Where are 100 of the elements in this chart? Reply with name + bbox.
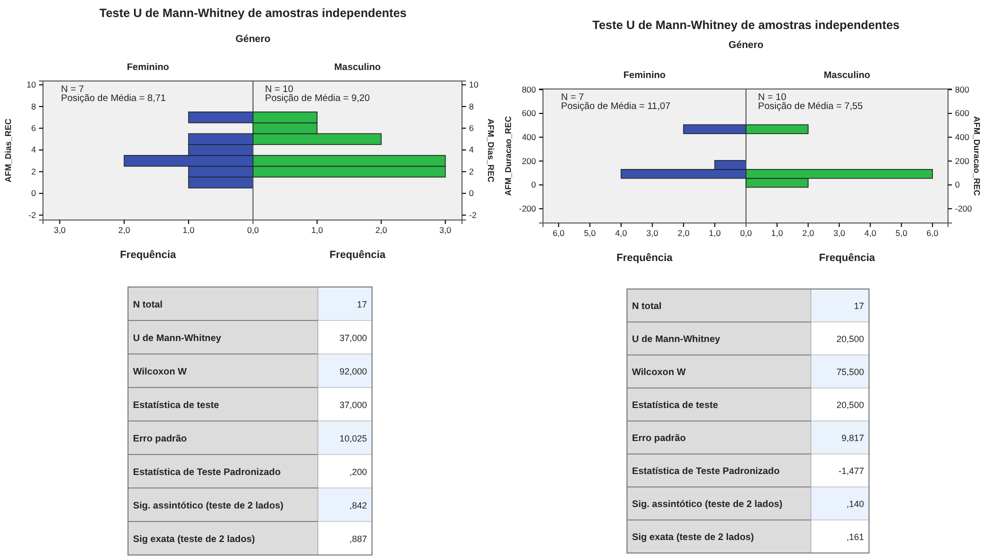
y-tick-label: -2 [469, 210, 477, 220]
y-tick-label: 400 [955, 132, 970, 142]
text: Teste U de Mann-Whitney de amostras independentes [592, 18, 900, 32]
x-axis-title: Frequência [120, 249, 176, 261]
text: 20,500 [836, 400, 864, 410]
x-tick-label: 3,0 [833, 228, 846, 238]
y-tick-label: 0 [531, 180, 536, 190]
text: 10,025 [339, 433, 367, 444]
y-tick-label: 0 [955, 180, 960, 190]
y-tick-label: 200 [522, 156, 536, 166]
x-tick-label: 0,0 [740, 228, 752, 238]
y-tick-label: 800 [955, 84, 970, 94]
y-tick-label: 0 [469, 188, 474, 198]
annotation: N = 7 [561, 92, 584, 103]
x-axis-title: Frequência [329, 249, 386, 261]
category-label: Sig exata (teste de 2 lados) [632, 532, 754, 543]
chart-title: Feminino [126, 62, 170, 73]
y-tick-label: 6 [469, 122, 474, 133]
x-tick-label: 4,0 [864, 228, 876, 238]
y-tick-label: 10 [26, 80, 36, 90]
category-label: Sig. assintótico (teste de 2 lados) [632, 499, 782, 510]
y-tick-label: 2 [31, 166, 36, 176]
text: 9,817 [841, 433, 864, 443]
annotation: Posição de Média = 11,07 [561, 101, 670, 112]
y-tick-label: 800 [522, 84, 536, 94]
y-tick-label: 600 [955, 108, 970, 118]
text: ,161 [846, 532, 864, 542]
y-axis-title: AFM_Dias_REC [486, 118, 496, 182]
text: -1,477 [838, 466, 864, 476]
y-tick-label: -2 [28, 210, 36, 220]
x-tick-label: 6,0 [552, 228, 565, 238]
x-tick-label: 1,0 [771, 228, 784, 238]
x-tick-label: 2,0 [678, 228, 690, 238]
annotation: Posição de Média = 9,20 [265, 93, 370, 104]
x-axis-title: Frequência [818, 252, 876, 264]
text: Teste U de Mann-Whitney de amostras independentes [99, 6, 407, 20]
x-tick-label: 0,0 [247, 225, 260, 236]
annotation: Posição de Média = 8,71 [61, 93, 166, 104]
y-tick-label: 10 [469, 80, 479, 90]
y-tick-label: 0 [31, 188, 36, 198]
text: ,200 [349, 466, 367, 477]
category-label: Estatística de Teste Padronizado [632, 466, 780, 477]
text: ,140 [846, 499, 864, 509]
chart-title: Masculino [334, 62, 381, 73]
annotation: N = 10 [758, 92, 786, 103]
y-tick-label: 400 [522, 132, 536, 142]
x-tick-label: 3,0 [646, 228, 658, 238]
text: ,842 [349, 500, 367, 510]
y-tick-label: -200 [518, 203, 536, 214]
x-tick-label: 1,0 [708, 228, 721, 238]
x-tick-label: 2,0 [802, 228, 814, 238]
category-label: N total [133, 299, 163, 310]
chart-title: Masculino [824, 70, 870, 81]
y-tick-label: 2 [469, 166, 474, 176]
x-tick-label: 3,0 [439, 225, 452, 236]
y-tick-label: 200 [955, 156, 970, 166]
text: 20,500 [836, 334, 864, 344]
x-axis-title: Frequência [616, 252, 673, 264]
category-label: Erro padrão [133, 433, 188, 444]
category-label: U de Mann-Whitney [133, 332, 222, 344]
x-tick-label: 4,0 [615, 228, 628, 238]
text: ,887 [349, 534, 367, 544]
category-label: Wilcoxon W [632, 367, 686, 378]
text: 37,000 [339, 400, 367, 410]
text: 37,000 [339, 332, 367, 343]
y-tick-label: 600 [522, 108, 536, 118]
x-tick-label: 6,0 [926, 228, 939, 238]
x-tick-label: 5,0 [584, 228, 596, 238]
category-label: U de Mann-Whitney [632, 334, 721, 345]
category-label: Estatística de Teste Padronizado [133, 466, 281, 478]
x-tick-label: 2,0 [375, 225, 388, 236]
y-axis-title: AFM_Duracao_REC [972, 116, 982, 196]
y-tick-label: 8 [469, 101, 474, 112]
annotation: N = 7 [61, 84, 84, 95]
text: 17 [854, 301, 864, 311]
category-label: Estatística de teste [632, 400, 718, 411]
y-axis-title: AFM_Dias_REC [3, 118, 13, 182]
x-tick-label: 2,0 [118, 225, 130, 236]
x-tick-label: 1,0 [182, 225, 195, 236]
category-label: Estatística de teste [133, 400, 220, 411]
text: Género [728, 40, 764, 51]
text: Género [235, 34, 271, 45]
text: 17 [356, 299, 367, 310]
category-label: Sig exata (teste de 2 lados) [133, 534, 255, 545]
y-tick-label: -200 [955, 203, 972, 214]
chart-title: Feminino [623, 70, 666, 81]
text: 75,500 [836, 367, 864, 377]
y-tick-label: 4 [31, 144, 36, 155]
annotation: N = 10 [265, 84, 294, 95]
x-tick-label: 1,0 [311, 225, 324, 236]
x-tick-label: 3,0 [54, 225, 66, 236]
annotation: Posição de Média = 7,55 [758, 101, 863, 112]
x-tick-label: 5,0 [895, 228, 908, 238]
y-tick-label: 4 [469, 144, 474, 155]
y-tick-label: 6 [31, 122, 36, 133]
text: 92,000 [339, 366, 367, 376]
y-tick-label: 8 [31, 101, 36, 112]
category-label: Erro padrão [632, 433, 686, 444]
category-label: N total [632, 301, 662, 312]
category-label: Wilcoxon W [133, 366, 187, 378]
